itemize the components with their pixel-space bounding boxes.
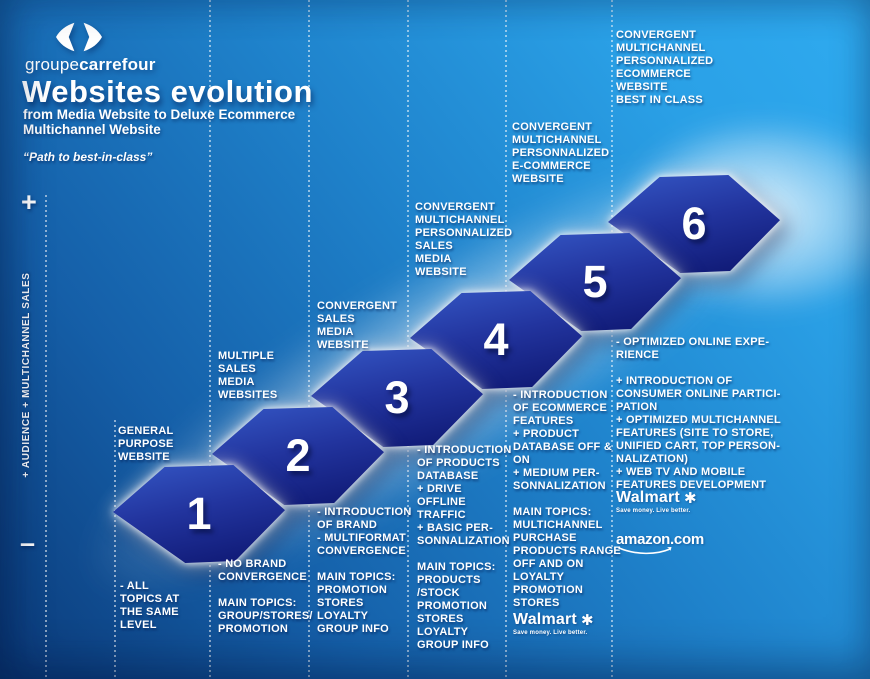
- carrefour-logo: groupecarrefour: [25, 22, 156, 75]
- page-subtitle: from Media Website to Deluxe Ecommerce M…: [23, 107, 296, 137]
- step-tile-5: 5: [509, 233, 681, 331]
- step-number-3: 3: [384, 372, 410, 423]
- step-3-body: - INTRODUCTION OF BRAND - MULTIFORMAT CO…: [317, 506, 412, 635]
- step-tile-1: 1: [113, 465, 285, 563]
- axis-minus-label: –: [20, 528, 36, 558]
- walmart-tagline: Save money. Live better.: [616, 508, 691, 514]
- walmart-wordmark: Walmart: [616, 489, 680, 506]
- walmart-wordmark: Walmart: [513, 611, 577, 628]
- step-6-body: - OPTIMIZED ONLINE EXPE- RIENCE + INTROD…: [616, 336, 781, 491]
- step-tile-1-shape: 1: [113, 465, 285, 563]
- wordmark-groupe: groupe: [25, 55, 80, 74]
- step-3-header: CONVERGENT SALES MEDIA WEBSITE: [317, 300, 398, 351]
- step-number-2: 2: [285, 430, 311, 481]
- amazon-wordmark: amazon.com: [616, 531, 704, 548]
- wordmark-carrefour: carrefour: [79, 55, 156, 74]
- step-4-header: CONVERGENT MULTICHANNEL PERSONNALIZED SA…: [415, 201, 513, 278]
- step-6-header: CONVERGENT MULTICHANNEL PERSONNALIZED EC…: [616, 29, 714, 106]
- step-tile-2: 2: [212, 407, 384, 505]
- step-5-header: CONVERGENT MULTICHANNEL PERSONNALIZED E-…: [512, 121, 610, 185]
- walmart-spark-icon: ✱: [683, 489, 697, 507]
- axis-plus-label: +: [21, 187, 37, 217]
- walmart-logo: Walmart ✱ Save money. Live better.: [513, 611, 594, 636]
- walmart-spark-icon: ✱: [580, 611, 594, 629]
- page-title: Websites evolution: [22, 74, 313, 109]
- carrefour-wordmark: groupecarrefour: [25, 55, 156, 75]
- step-1-header: GENERAL PURPOSE WEBSITE: [118, 425, 174, 463]
- tagline-quote: “Path to best-in-class”: [23, 150, 153, 164]
- step-number-6: 6: [681, 198, 707, 249]
- axis-dotted-line: [45, 195, 47, 679]
- step-1-body: - ALL TOPICS AT THE SAME LEVEL: [120, 580, 180, 631]
- amazon-logo: amazon.com: [616, 531, 704, 555]
- step-2-body: - NO BRAND CONVERGENCE MAIN TOPICS: GROU…: [218, 558, 313, 635]
- amazon-smile-icon: [618, 547, 672, 555]
- axis-title: + AUDIENCE + MULTICHANNEL SALES: [21, 272, 32, 478]
- carrefour-icon: [56, 22, 102, 52]
- dotted-separator-4: [407, 0, 409, 679]
- walmart-tagline: Save money. Live better.: [513, 630, 588, 636]
- dotted-separator-1: [114, 420, 116, 679]
- dotted-separator-3: [308, 0, 310, 679]
- step-number-5: 5: [582, 256, 608, 307]
- dotted-separator-2: [209, 0, 211, 679]
- walmart-logo: Walmart ✱ Save money. Live better.: [616, 489, 697, 514]
- step-4-body: - INTRODUCTION OF PRODUCTS DATABASE + DR…: [417, 444, 512, 651]
- step-5-body: - INTRODUCTION OF ECOMMERCE FEATURES + P…: [513, 389, 622, 609]
- step-number-4: 4: [483, 314, 509, 365]
- dotted-separator-6: [611, 0, 613, 679]
- step-2-header: MULTIPLE SALES MEDIA WEBSITES: [218, 350, 278, 401]
- step-number-1: 1: [186, 488, 212, 539]
